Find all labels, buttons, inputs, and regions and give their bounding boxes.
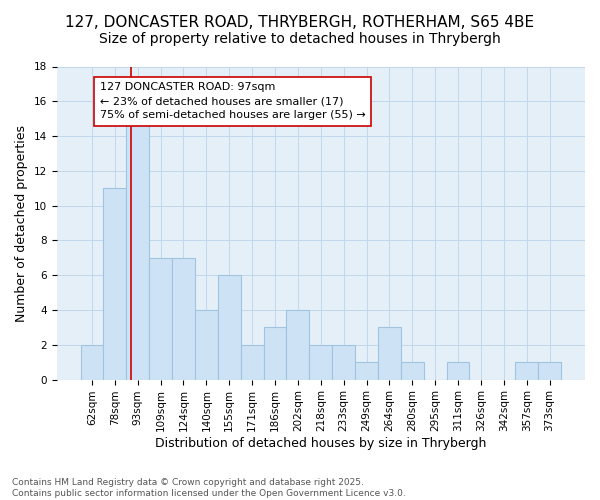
Bar bbox=[241, 345, 263, 380]
Bar bbox=[446, 362, 469, 380]
Bar bbox=[378, 328, 401, 380]
Bar bbox=[195, 310, 218, 380]
Bar bbox=[538, 362, 561, 380]
Bar bbox=[218, 275, 241, 380]
Bar bbox=[286, 310, 310, 380]
Bar bbox=[401, 362, 424, 380]
Bar bbox=[515, 362, 538, 380]
X-axis label: Distribution of detached houses by size in Thrybergh: Distribution of detached houses by size … bbox=[155, 437, 487, 450]
Text: 127 DONCASTER ROAD: 97sqm
← 23% of detached houses are smaller (17)
75% of semi-: 127 DONCASTER ROAD: 97sqm ← 23% of detac… bbox=[100, 82, 366, 120]
Text: Contains HM Land Registry data © Crown copyright and database right 2025.
Contai: Contains HM Land Registry data © Crown c… bbox=[12, 478, 406, 498]
Bar bbox=[355, 362, 378, 380]
Y-axis label: Number of detached properties: Number of detached properties bbox=[15, 124, 28, 322]
Text: 127, DONCASTER ROAD, THRYBERGH, ROTHERHAM, S65 4BE: 127, DONCASTER ROAD, THRYBERGH, ROTHERHA… bbox=[65, 15, 535, 30]
Bar bbox=[80, 345, 103, 380]
Bar bbox=[127, 118, 149, 380]
Bar bbox=[149, 258, 172, 380]
Bar bbox=[172, 258, 195, 380]
Bar bbox=[310, 345, 332, 380]
Bar bbox=[103, 188, 127, 380]
Bar bbox=[332, 345, 355, 380]
Bar bbox=[263, 328, 286, 380]
Text: Size of property relative to detached houses in Thrybergh: Size of property relative to detached ho… bbox=[99, 32, 501, 46]
